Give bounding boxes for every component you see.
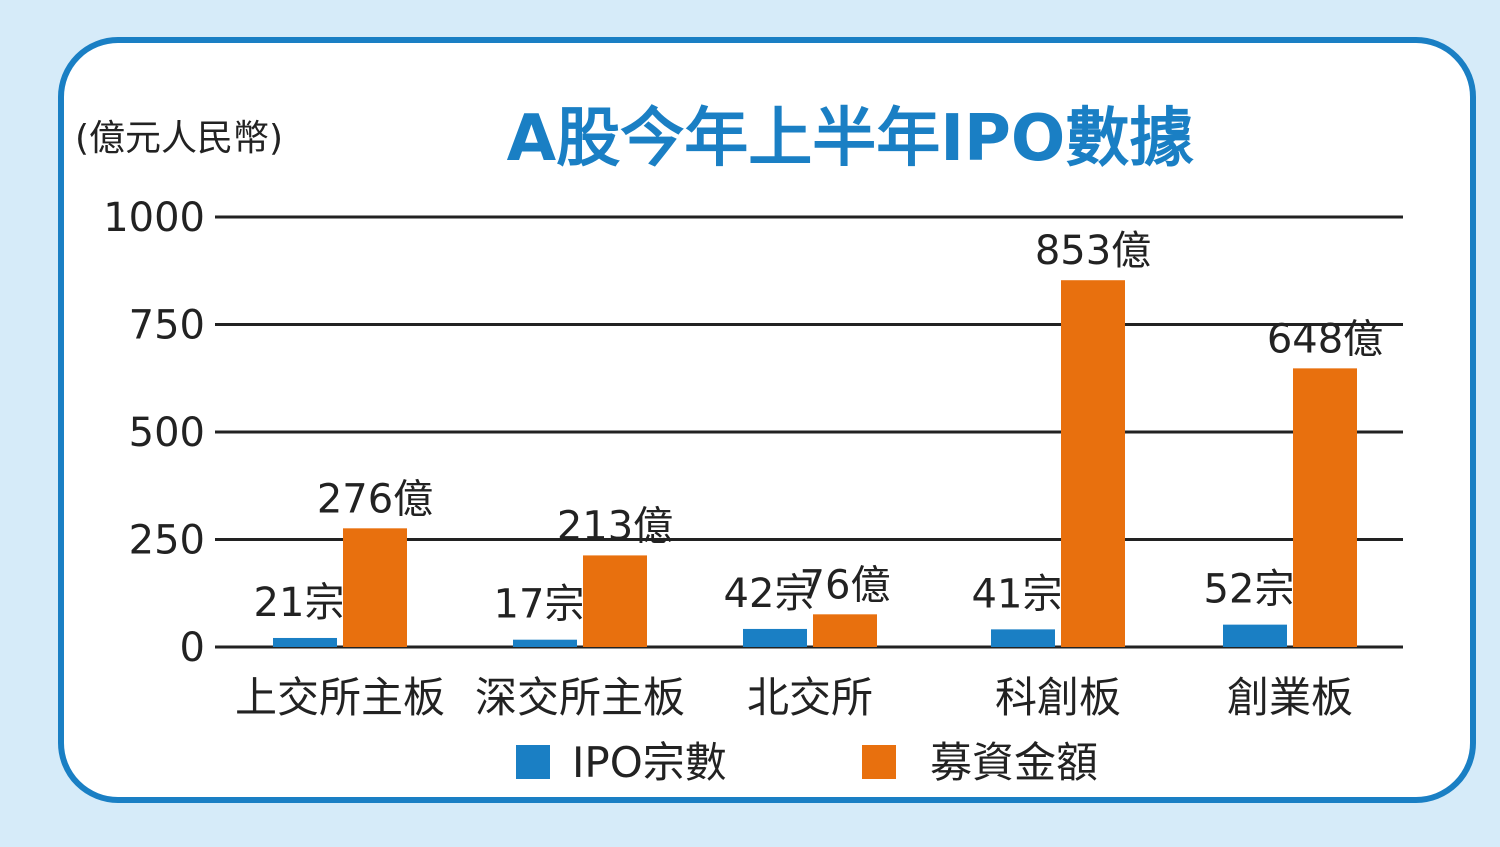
- bar-ipo-count: [1223, 624, 1287, 647]
- unit-label: (億元人民幣): [75, 118, 283, 159]
- bar-ipo-count: [273, 637, 337, 647]
- data-label-fundraising: 213億: [557, 503, 673, 549]
- data-label-ipo-count: 41宗: [972, 571, 1063, 617]
- y-tick-label: 750: [129, 303, 205, 349]
- y-tick-label: 1000: [103, 195, 205, 241]
- bar-fundraising: [1293, 368, 1357, 647]
- bar-fundraising: [1061, 280, 1125, 647]
- data-label-ipo-count: 17宗: [494, 582, 585, 628]
- legend-swatch-ipo-count: [516, 745, 550, 779]
- data-label-fundraising: 276億: [317, 476, 433, 522]
- category-label: 深交所主板: [475, 673, 685, 722]
- bar-ipo-count: [743, 628, 807, 647]
- legend-label-fundraising: 募資金額: [930, 738, 1098, 787]
- legend-swatch-fundraising: [862, 745, 896, 779]
- bar-ipo-count: [991, 629, 1055, 647]
- y-tick-label: 250: [129, 518, 205, 564]
- data-label-ipo-count: 52宗: [1204, 567, 1295, 613]
- chart-title: A股今年上半年IPO數據: [507, 102, 1195, 176]
- bar-fundraising: [343, 528, 407, 647]
- data-label-fundraising: 853億: [1035, 228, 1151, 274]
- bar-ipo-count: [513, 639, 577, 647]
- category-label: 創業板: [1227, 673, 1353, 722]
- category-label: 北交所: [747, 673, 873, 722]
- data-label-fundraising: 648億: [1267, 316, 1383, 362]
- legend-label-ipo-count: IPO宗數: [572, 738, 727, 787]
- bar-fundraising: [583, 555, 647, 647]
- chart-frame: [58, 37, 1476, 803]
- category-label: 上交所主板: [235, 673, 445, 722]
- bar-fundraising: [813, 614, 877, 647]
- category-label: 科創板: [995, 673, 1121, 722]
- y-tick-label: 500: [129, 410, 205, 456]
- data-label-ipo-count: 42宗: [724, 571, 815, 617]
- y-tick-label: 0: [180, 625, 205, 671]
- data-label-ipo-count: 21宗: [254, 580, 345, 626]
- data-label-fundraising: 76億: [800, 562, 891, 608]
